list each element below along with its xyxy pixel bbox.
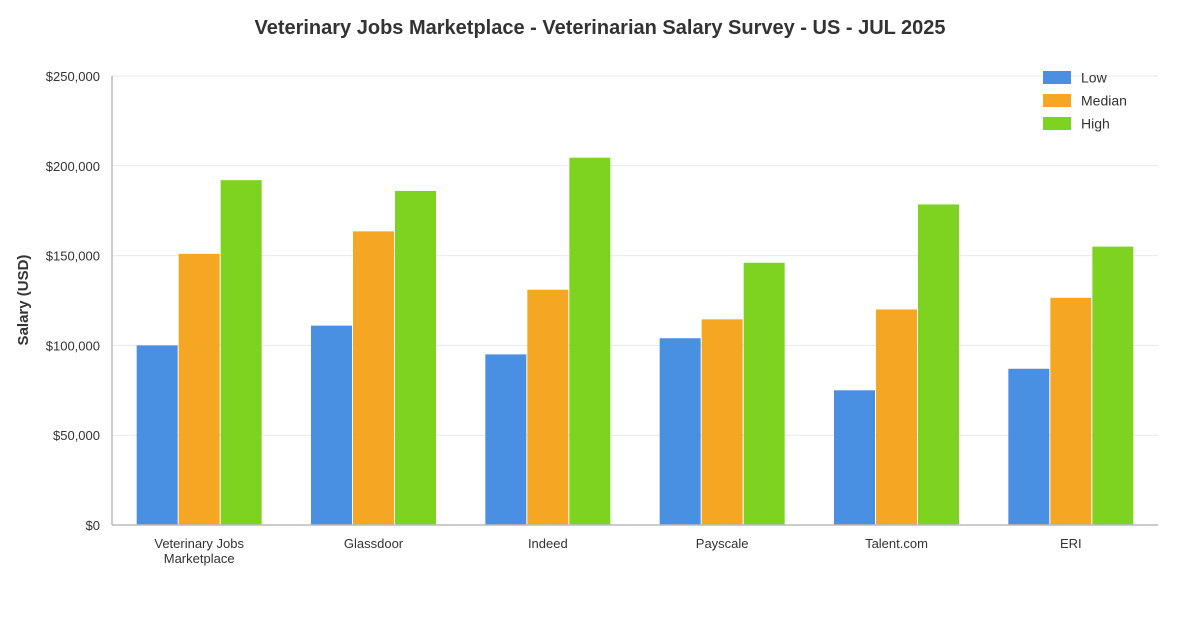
x-tick-label: ERI [1060, 536, 1082, 551]
y-tick-label: $250,000 [46, 69, 100, 84]
y-tick-label: $200,000 [46, 159, 100, 174]
x-tick-label: Veterinary Jobs Marketplace [154, 536, 244, 566]
x-tick-label: Talent.com [865, 536, 928, 551]
y-axis-title: Salary (USD) [15, 255, 32, 346]
x-tick-label: Glassdoor [344, 536, 404, 551]
bar-high-4[interactable] [918, 204, 959, 525]
bar-median-1[interactable] [353, 231, 394, 525]
y-tick-label: $50,000 [53, 428, 100, 443]
chart-title: Veterinary Jobs Marketplace - Veterinari… [254, 17, 945, 39]
bars-layer [136, 157, 1134, 525]
legend-label-high[interactable]: High [1081, 116, 1110, 132]
legend-label-median[interactable]: Median [1081, 93, 1127, 109]
bar-high-0[interactable] [220, 180, 262, 525]
bar-median-3[interactable] [701, 319, 743, 525]
bar-low-3[interactable] [659, 338, 701, 525]
x-tick-label: Payscale [696, 536, 749, 551]
legend-swatch-low [1043, 71, 1071, 84]
bar-median-2[interactable] [527, 289, 569, 525]
x-tick-label: Indeed [528, 536, 568, 551]
grid-layer [112, 75, 1158, 436]
y-tick-label: $0 [86, 518, 100, 533]
legend-swatch-high [1043, 117, 1071, 130]
bar-high-5[interactable] [1092, 246, 1134, 525]
bar-median-0[interactable] [178, 253, 220, 525]
bar-low-0[interactable] [136, 345, 178, 525]
bar-low-2[interactable] [485, 354, 527, 525]
bar-median-4[interactable] [876, 309, 917, 525]
bar-median-5[interactable] [1050, 297, 1092, 525]
axis-layer: $0 $50,000 $100,000 $150,000 $200,000 $250,00… [46, 69, 1158, 566]
y-tick-label: $150,000 [46, 249, 100, 264]
bar-low-4[interactable] [834, 390, 875, 525]
legend: Low Median High [1043, 70, 1127, 132]
bar-high-1[interactable] [395, 190, 436, 525]
legend-swatch-median [1043, 94, 1071, 107]
bar-low-5[interactable] [1008, 368, 1050, 525]
bar-high-3[interactable] [743, 262, 785, 525]
y-tick-label: $100,000 [46, 338, 100, 353]
bar-high-2[interactable] [569, 157, 611, 525]
legend-label-low[interactable]: Low [1081, 70, 1108, 86]
bar-low-1[interactable] [311, 325, 352, 525]
